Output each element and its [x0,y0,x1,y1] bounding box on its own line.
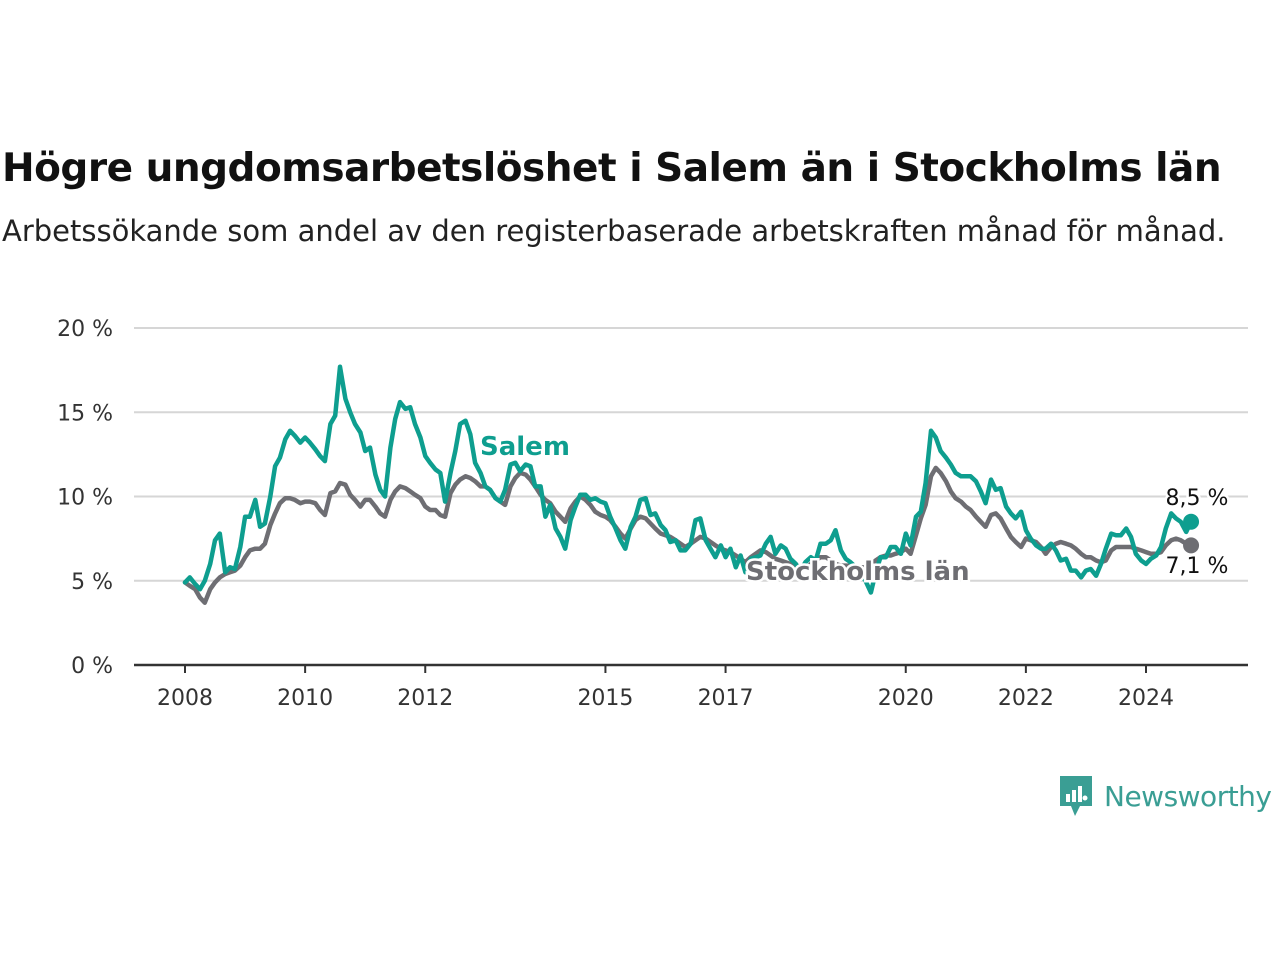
x-axis: 2008 2010 2012 2015 2017 2020 2022 2024 [134,663,1248,711]
series-end-point [1183,537,1200,554]
x-tick-label: 2017 [698,686,754,711]
x-tick-label: 2024 [1118,686,1174,711]
y-tick-label: 0 % [71,654,113,679]
series-labels: Salem Stockholms län 8,5 % 7,1 % [478,430,1231,590]
end-value-salem: 8,5 % [1166,486,1229,511]
brand-name: Newsworthy [1104,779,1272,813]
gridlines [134,327,1248,582]
newsworthy-brand: Newsworthy [1058,774,1272,818]
x-tick-label: 2015 [577,686,633,711]
series-lines [182,364,1200,605]
y-tick-label: 20 % [57,317,113,342]
series-line [182,465,1194,605]
x-tick-label: 2010 [277,686,333,711]
chart-subtitle: Arbetssökande som andel av den registerb… [2,214,1226,248]
end-value-stockholm: 7,1 % [1166,554,1229,579]
x-tick-label: 2022 [998,686,1054,711]
newsworthy-logo-icon [1060,776,1092,816]
x-tick-label: 2008 [157,686,213,711]
series-label-stockholm: Stockholms län [746,557,970,587]
series-end-point [1183,513,1200,530]
x-tick-label: 2020 [878,686,934,711]
chart-title: Högre ungdomsarbetslöshet i Salem än i S… [2,146,1222,191]
series-label-salem: Salem [480,432,570,462]
y-tick-label: 15 % [57,401,113,426]
series-line [182,364,1194,595]
x-tick-label: 2012 [397,686,453,711]
y-tick-label: 5 % [71,570,113,595]
y-tick-label: 10 % [57,486,113,511]
y-axis-ticks: 0 % 5 % 10 % 15 % 20 % [57,317,113,679]
